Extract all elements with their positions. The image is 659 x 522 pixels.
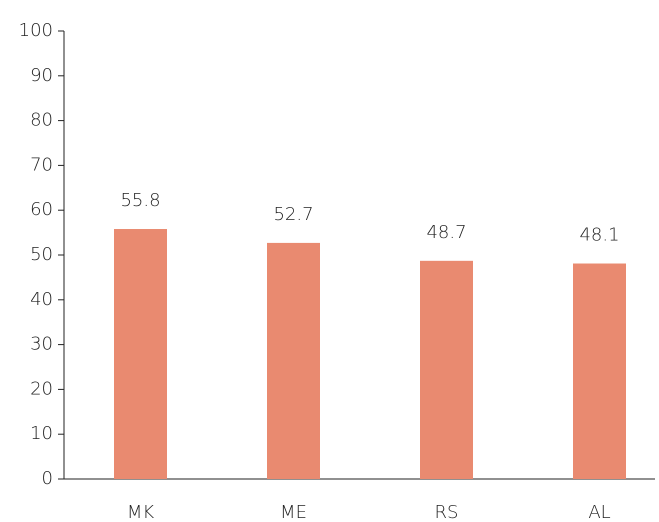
x-tick-label: ME xyxy=(280,502,307,522)
bar xyxy=(267,242,320,479)
value-label: 52.7 xyxy=(273,204,313,225)
y-tick-label: 50 xyxy=(30,244,53,265)
y-tick-label: 0 xyxy=(42,468,53,489)
x-tick-label: AL xyxy=(588,502,610,522)
x-tick-label: RS xyxy=(435,502,459,522)
y-tick-label: 90 xyxy=(30,65,53,86)
bar xyxy=(420,260,473,479)
y-tick-label: 60 xyxy=(30,199,53,220)
y-tick-label: 70 xyxy=(30,154,53,175)
y-tick-label: 80 xyxy=(30,110,53,131)
value-label: 55.8 xyxy=(120,190,160,211)
y-tick-label: 30 xyxy=(30,334,53,355)
y-tick-label: 10 xyxy=(30,423,53,444)
bar xyxy=(114,229,167,479)
x-tick-label: MK xyxy=(127,502,155,522)
y-tick-label: 20 xyxy=(30,378,53,399)
y-tick-label: 100 xyxy=(19,20,53,41)
bar xyxy=(573,263,626,479)
value-label: 48.1 xyxy=(579,225,619,246)
y-tick-label: 40 xyxy=(30,289,53,310)
value-label: 48.7 xyxy=(426,222,466,243)
